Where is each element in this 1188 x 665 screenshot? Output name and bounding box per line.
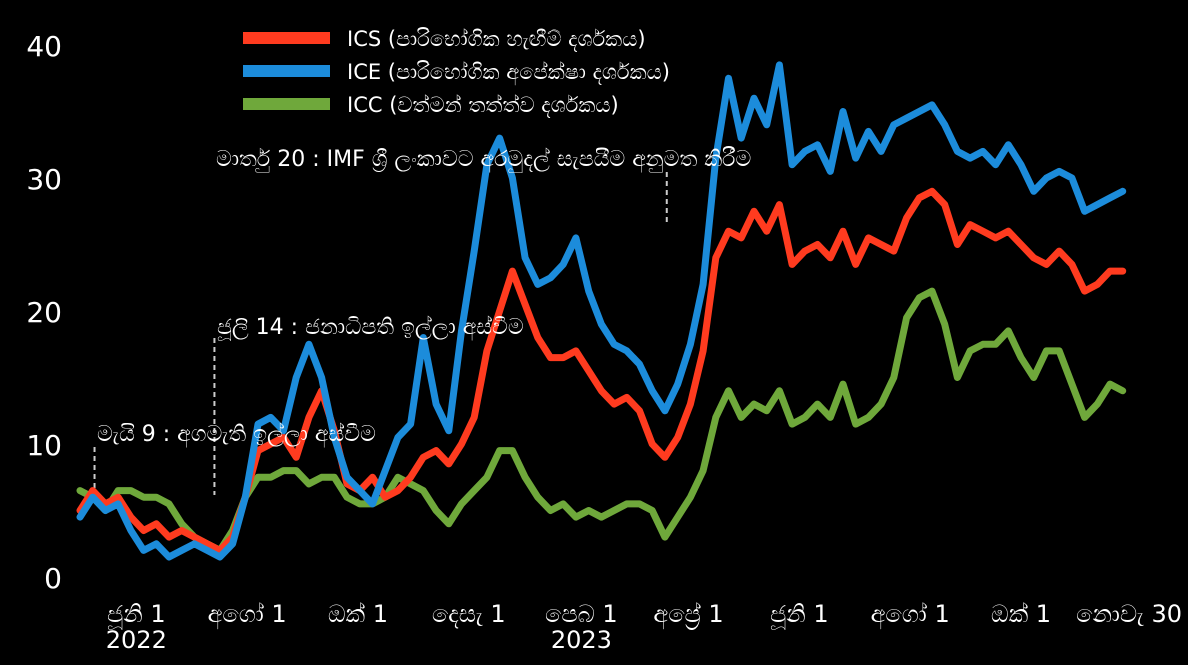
annotation-label: මැයි 9 : අගමැති ඉල්ලා අස්වීම bbox=[97, 422, 376, 448]
legend-label: ICC (වත්මන් තත්ත්ව දර්ශකය) bbox=[347, 93, 619, 118]
y-tick-label: 0 bbox=[44, 562, 62, 595]
legend-label: ICS (පාරිභෝගික හැඟීම් දර්ශකය) bbox=[347, 27, 646, 52]
x-tick-label: අගෝ 1 bbox=[871, 600, 950, 630]
y-tick-label: 10 bbox=[26, 429, 62, 462]
x-tick-label: පෙබ 1 bbox=[545, 600, 618, 628]
x-tick-label: දෙසැ 1 bbox=[432, 600, 506, 629]
x-tick-label: අප්‍රේ 1 bbox=[653, 600, 723, 630]
annotation-label: ජූලි 14 : ජනාධිපති ඉල්ලා අස්වීම bbox=[217, 315, 524, 341]
x-year-label: 2022 bbox=[106, 626, 167, 654]
x-tick-label: ඔක් 1 bbox=[328, 600, 388, 628]
x-tick-label: ඔක් 1 bbox=[991, 600, 1051, 628]
legend-label: ICE (පාරිභෝගික අපේක්ෂා දර්ශකය) bbox=[347, 60, 670, 86]
x-year-label: 2023 bbox=[551, 626, 612, 654]
x-tick-label: ජූනි 1 bbox=[107, 600, 166, 629]
annotation-label: මාර්තු 20 : IMF ශ්‍රී ලංකාවට අරමුදල් සැප… bbox=[216, 146, 751, 173]
x-tick-label: ජූනි 1 bbox=[770, 600, 829, 629]
y-tick-label: 30 bbox=[26, 163, 62, 196]
x-tick-label: නොවැ 30 bbox=[1076, 600, 1182, 628]
series-line-icc bbox=[76, 287, 1127, 554]
x-tick-label: අගෝ 1 bbox=[208, 600, 287, 630]
series-line-ics bbox=[76, 187, 1127, 554]
series-line-ice bbox=[76, 61, 1127, 561]
y-tick-label: 20 bbox=[26, 296, 62, 329]
y-tick-label: 40 bbox=[26, 30, 62, 63]
